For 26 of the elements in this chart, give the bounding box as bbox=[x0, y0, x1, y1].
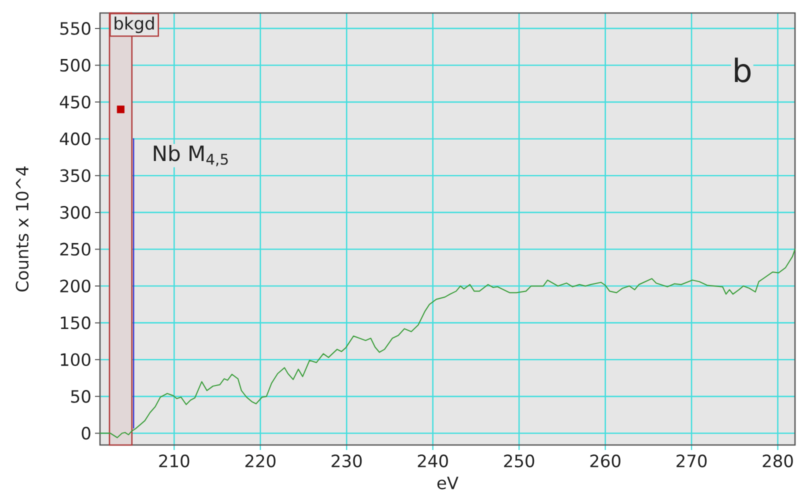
y-tick-label: 150 bbox=[60, 316, 90, 330]
y-tick-label: 200 bbox=[60, 280, 90, 292]
y-tick-label: 50 bbox=[71, 390, 90, 403]
y-tick-label: 400 bbox=[60, 132, 90, 146]
annotation: b bbox=[734, 58, 751, 82]
x-tick-label: 240 bbox=[418, 454, 448, 468]
annotation: Nb M$_{4,5}$ bbox=[154, 145, 228, 166]
line-series bbox=[99, 248, 796, 438]
y-tick-label: 450 bbox=[60, 96, 90, 108]
y-tick-label: 100 bbox=[60, 353, 90, 366]
x-tick-label: 210 bbox=[159, 454, 190, 468]
y-tick-label: 350 bbox=[60, 169, 90, 182]
y-tick-label: 300 bbox=[60, 206, 90, 219]
x-tick-label: 280 bbox=[762, 454, 793, 468]
y-tick-label: 0 bbox=[82, 426, 90, 440]
x-tick-label: 260 bbox=[590, 454, 620, 468]
y-tick-label: 550 bbox=[60, 22, 90, 35]
x-tick-label: 250 bbox=[504, 454, 534, 468]
band-label: bkgd bbox=[114, 16, 154, 34]
x-tick-label: 230 bbox=[332, 454, 362, 468]
y-axis-title: Counts x 10^4 bbox=[16, 166, 29, 292]
y-tick-label: 250 bbox=[60, 242, 90, 256]
x-axis-title: eV bbox=[437, 476, 458, 490]
x-tick-label: 270 bbox=[676, 454, 707, 468]
x-tick-label: 220 bbox=[245, 454, 276, 468]
y-tick-label: 500 bbox=[60, 58, 90, 72]
